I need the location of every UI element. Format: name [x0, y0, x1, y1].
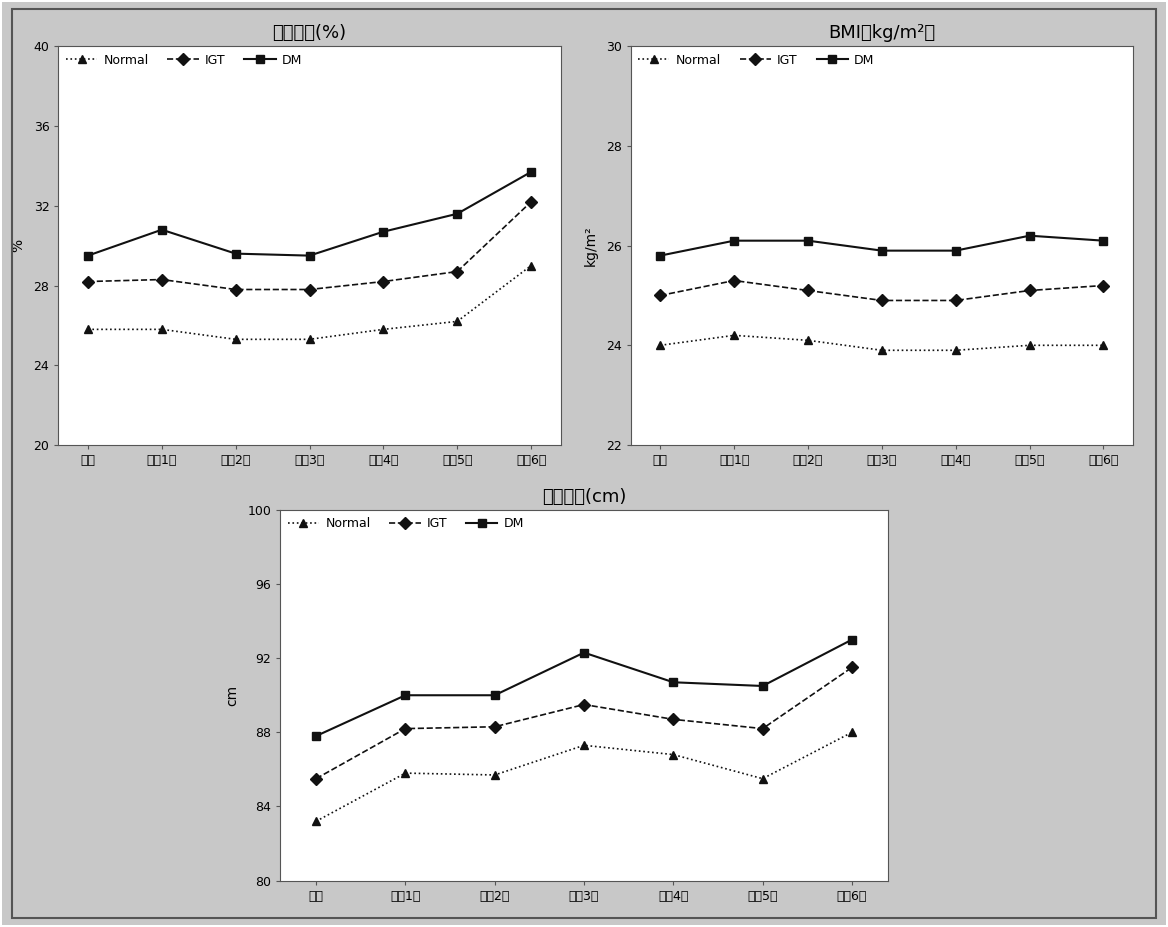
IGT	[155, 274, 169, 286]
DM	[1097, 235, 1111, 247]
IGT	[303, 284, 317, 295]
Normal	[376, 324, 390, 335]
DM	[81, 250, 95, 261]
DM	[450, 209, 464, 220]
Line: IGT: IGT	[312, 664, 856, 782]
IGT	[229, 284, 243, 295]
DM	[756, 680, 770, 692]
IGT	[376, 276, 390, 287]
Normal	[155, 324, 169, 335]
Normal	[450, 316, 464, 327]
IGT	[488, 721, 502, 732]
DM	[844, 634, 858, 645]
IGT	[1022, 285, 1036, 296]
DM	[488, 690, 502, 701]
IGT	[450, 266, 464, 277]
Line: IGT: IGT	[84, 197, 535, 294]
IGT	[577, 699, 591, 710]
IGT	[801, 285, 815, 296]
Y-axis label: %: %	[12, 239, 26, 252]
DM	[310, 730, 324, 742]
Normal	[524, 260, 538, 272]
Y-axis label: cm: cm	[225, 685, 239, 705]
Line: DM: DM	[84, 168, 535, 260]
DM	[801, 235, 815, 247]
Title: 체지방률(%): 체지방률(%)	[272, 24, 347, 42]
Title: 허리둘레(cm): 허리둘레(cm)	[542, 488, 626, 505]
DM	[398, 690, 412, 701]
Legend: Normal, IGT, DM: Normal, IGT, DM	[634, 50, 878, 70]
Normal	[577, 740, 591, 751]
IGT	[81, 276, 95, 287]
Normal	[81, 324, 95, 335]
Normal	[653, 339, 667, 350]
DM	[524, 166, 538, 177]
Normal	[488, 769, 502, 781]
Normal	[310, 816, 324, 827]
DM	[229, 248, 243, 260]
DM	[155, 224, 169, 235]
Normal	[875, 345, 889, 356]
Line: DM: DM	[656, 232, 1107, 260]
DM	[875, 245, 889, 256]
Line: IGT: IGT	[656, 276, 1107, 305]
DM	[948, 245, 962, 256]
DM	[728, 235, 742, 247]
IGT	[524, 197, 538, 208]
Normal	[666, 749, 680, 760]
Normal	[1097, 339, 1111, 350]
IGT	[310, 773, 324, 784]
Line: DM: DM	[312, 636, 856, 740]
Normal	[948, 345, 962, 356]
IGT	[948, 295, 962, 306]
IGT	[728, 275, 742, 286]
Legend: Normal, IGT, DM: Normal, IGT, DM	[284, 514, 528, 534]
Normal	[801, 335, 815, 346]
DM	[376, 226, 390, 237]
IGT	[666, 714, 680, 725]
IGT	[653, 290, 667, 301]
DM	[303, 250, 317, 261]
DM	[577, 647, 591, 658]
DM	[653, 250, 667, 261]
Title: BMI（kg/m²）: BMI（kg/m²）	[828, 24, 936, 42]
IGT	[398, 723, 412, 734]
IGT	[756, 723, 770, 734]
Line: Normal: Normal	[312, 729, 856, 825]
Normal	[844, 727, 858, 738]
Legend: Normal, IGT, DM: Normal, IGT, DM	[62, 50, 306, 70]
DM	[666, 677, 680, 688]
Y-axis label: kg/m²: kg/m²	[584, 225, 598, 266]
Normal	[728, 330, 742, 341]
IGT	[844, 662, 858, 673]
IGT	[1097, 280, 1111, 291]
Normal	[303, 334, 317, 345]
Line: Normal: Normal	[656, 331, 1107, 354]
IGT	[875, 295, 889, 306]
Line: Normal: Normal	[84, 261, 535, 344]
Normal	[1022, 339, 1036, 350]
Normal	[398, 768, 412, 779]
DM	[1022, 230, 1036, 241]
Normal	[229, 334, 243, 345]
Normal	[756, 773, 770, 784]
